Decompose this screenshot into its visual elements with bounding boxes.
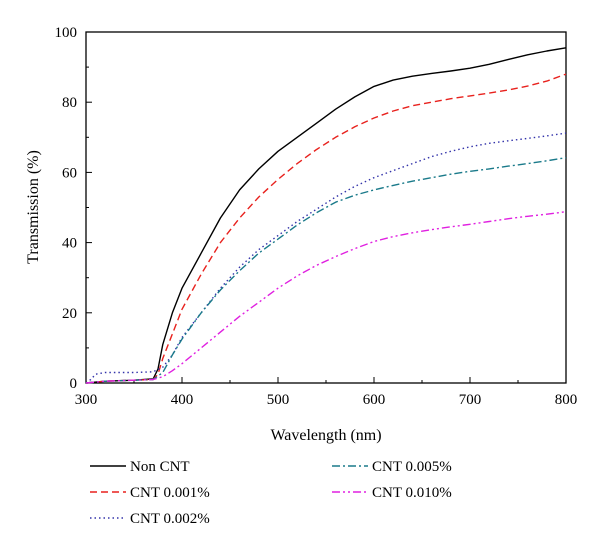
x-tick-label: 400 bbox=[171, 392, 194, 408]
legend-item-2: CNT 0.001% bbox=[90, 485, 210, 501]
y-tick-label: 60 bbox=[62, 165, 77, 181]
legend-label-5: CNT 0.010% bbox=[372, 485, 452, 501]
series-lines bbox=[85, 47, 567, 384]
legend-item-1: Non CNT bbox=[90, 459, 190, 475]
x-tick-label: 600 bbox=[363, 392, 386, 408]
x-tick-label: 700 bbox=[459, 392, 482, 408]
axis-ticks: 300 400 500 600 700 800 0 20 40 60 80 100 bbox=[55, 25, 578, 408]
plot-frame bbox=[85, 31, 567, 384]
plot-border bbox=[85, 31, 567, 384]
legend-item-4: CNT 0.005% bbox=[332, 459, 452, 475]
legend-label-1: Non CNT bbox=[130, 459, 190, 475]
legend-item-5: CNT 0.010% bbox=[332, 485, 452, 501]
series-line-4 bbox=[85, 157, 567, 384]
x-tick-label: 500 bbox=[267, 392, 290, 408]
y-tick-label: 20 bbox=[62, 306, 77, 322]
y-axis-title: Transmission (%) bbox=[25, 150, 42, 264]
legend-item-3: CNT 0.002% bbox=[90, 511, 210, 527]
legend-label-2: CNT 0.001% bbox=[130, 485, 210, 501]
series-line-2 bbox=[85, 73, 567, 384]
series-line-5 bbox=[85, 211, 567, 384]
legend-label-3: CNT 0.002% bbox=[130, 511, 210, 527]
y-tick-label: 40 bbox=[62, 236, 77, 252]
y-tick-label: 100 bbox=[55, 25, 78, 41]
y-tick-label: 0 bbox=[70, 376, 78, 392]
legend-label-4: CNT 0.005% bbox=[372, 459, 452, 475]
series-line-3 bbox=[85, 132, 567, 384]
x-tick-label: 300 bbox=[75, 392, 98, 408]
y-tick-label: 80 bbox=[62, 95, 77, 111]
series-line-1 bbox=[85, 47, 567, 384]
x-tick-label: 800 bbox=[555, 392, 578, 408]
x-axis-title: Wavelength (nm) bbox=[270, 427, 381, 444]
legend: Non CNT CNT 0.001% CNT 0.002% CNT 0.005% CNT… bbox=[90, 459, 452, 527]
